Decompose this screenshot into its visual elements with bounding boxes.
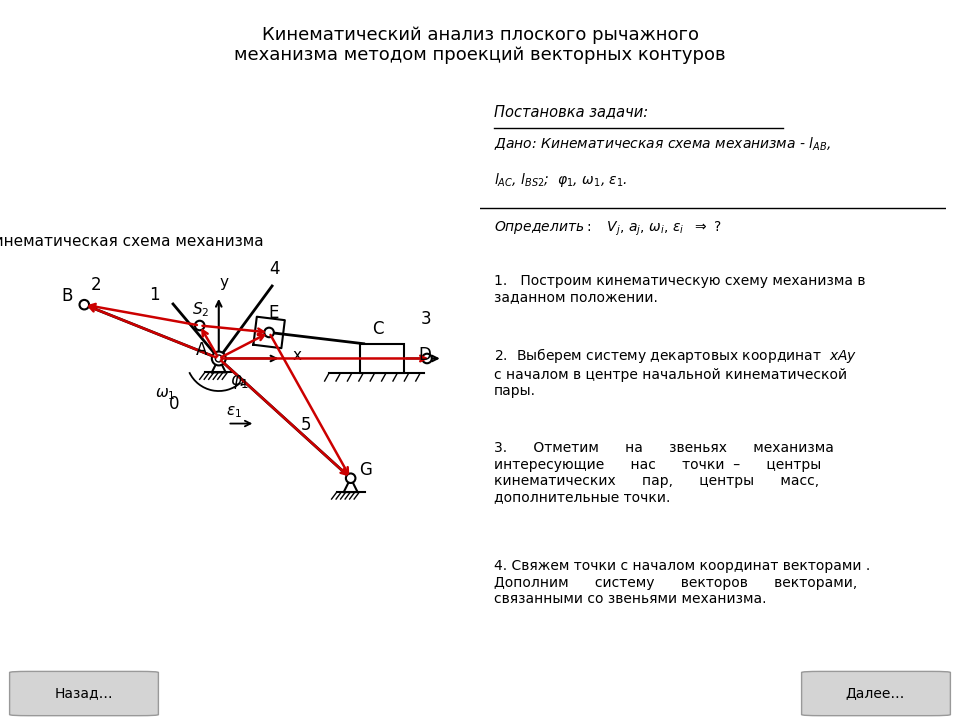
Text: $\varphi_1$: $\varphi_1$	[230, 374, 250, 392]
Text: y: y	[220, 275, 228, 290]
FancyBboxPatch shape	[802, 671, 950, 716]
Text: 2: 2	[91, 276, 102, 294]
Text: $\varepsilon_1$: $\varepsilon_1$	[227, 404, 242, 420]
Circle shape	[422, 354, 432, 364]
Text: Постановка задачи:: Постановка задачи:	[494, 104, 648, 120]
Text: A: A	[196, 341, 207, 359]
Circle shape	[346, 474, 355, 483]
Text: 4: 4	[270, 260, 280, 278]
Circle shape	[264, 328, 274, 337]
Text: Кинематическая схема механизма: Кинематическая схема механизма	[0, 234, 264, 248]
Text: 5: 5	[300, 415, 311, 433]
Circle shape	[195, 320, 204, 330]
Text: $l_{AC}$, $l_{BS2}$;  $\varphi_1$, $\omega_1$, $\varepsilon_1$.: $l_{AC}$, $l_{BS2}$; $\varphi_1$, $\omeg…	[494, 171, 628, 189]
Text: B: B	[61, 287, 73, 305]
Text: D: D	[419, 346, 431, 364]
Circle shape	[212, 351, 226, 366]
Text: Дано: Кинематическая схема механизма - $l_{AB}$,: Дано: Кинематическая схема механизма - $…	[494, 136, 831, 153]
Bar	[360, 344, 403, 373]
FancyBboxPatch shape	[10, 671, 158, 716]
Text: Далее…: Далее…	[846, 686, 905, 700]
Circle shape	[215, 355, 223, 362]
Text: 4. Свяжем точки с началом координат векторами .
Дополним      систему      векто: 4. Свяжем точки с началом координат вект…	[494, 559, 870, 606]
Text: 1: 1	[149, 286, 159, 304]
Circle shape	[80, 300, 89, 310]
Text: 3.      Отметим      на      звеньях      механизма
интересующие      нас      т: 3. Отметим на звеньях механизма интересу…	[494, 441, 834, 504]
Text: E: E	[268, 304, 278, 322]
Text: 1.   Построим кинематическую схему механизма в
заданном положении.: 1. Построим кинематическую схему механиз…	[494, 274, 866, 305]
Text: 0: 0	[168, 395, 179, 413]
Text: Назад…: Назад…	[54, 686, 113, 700]
Text: C: C	[372, 320, 383, 338]
Text: 2.  Выберем систему декартовых координат  $xAy$
с началом в центре начальной кин: 2. Выберем систему декартовых координат …	[494, 346, 857, 397]
Text: $\omega_1$: $\omega_1$	[155, 387, 176, 402]
Text: x: x	[293, 348, 301, 364]
Text: $\it{Определить:}$   $V_j$, $a_j$, $\omega_i$, $\varepsilon_i$  $\Rightarrow$ ?: $\it{Определить:}$ $V_j$, $a_j$, $\omega…	[494, 220, 721, 238]
Text: Кинематический анализ плоского рычажного
механизма методом проекций векторных ко: Кинематический анализ плоского рычажного…	[234, 26, 726, 64]
Text: G: G	[359, 461, 372, 479]
Text: 3: 3	[420, 310, 432, 328]
Text: $S_2$: $S_2$	[192, 300, 209, 319]
